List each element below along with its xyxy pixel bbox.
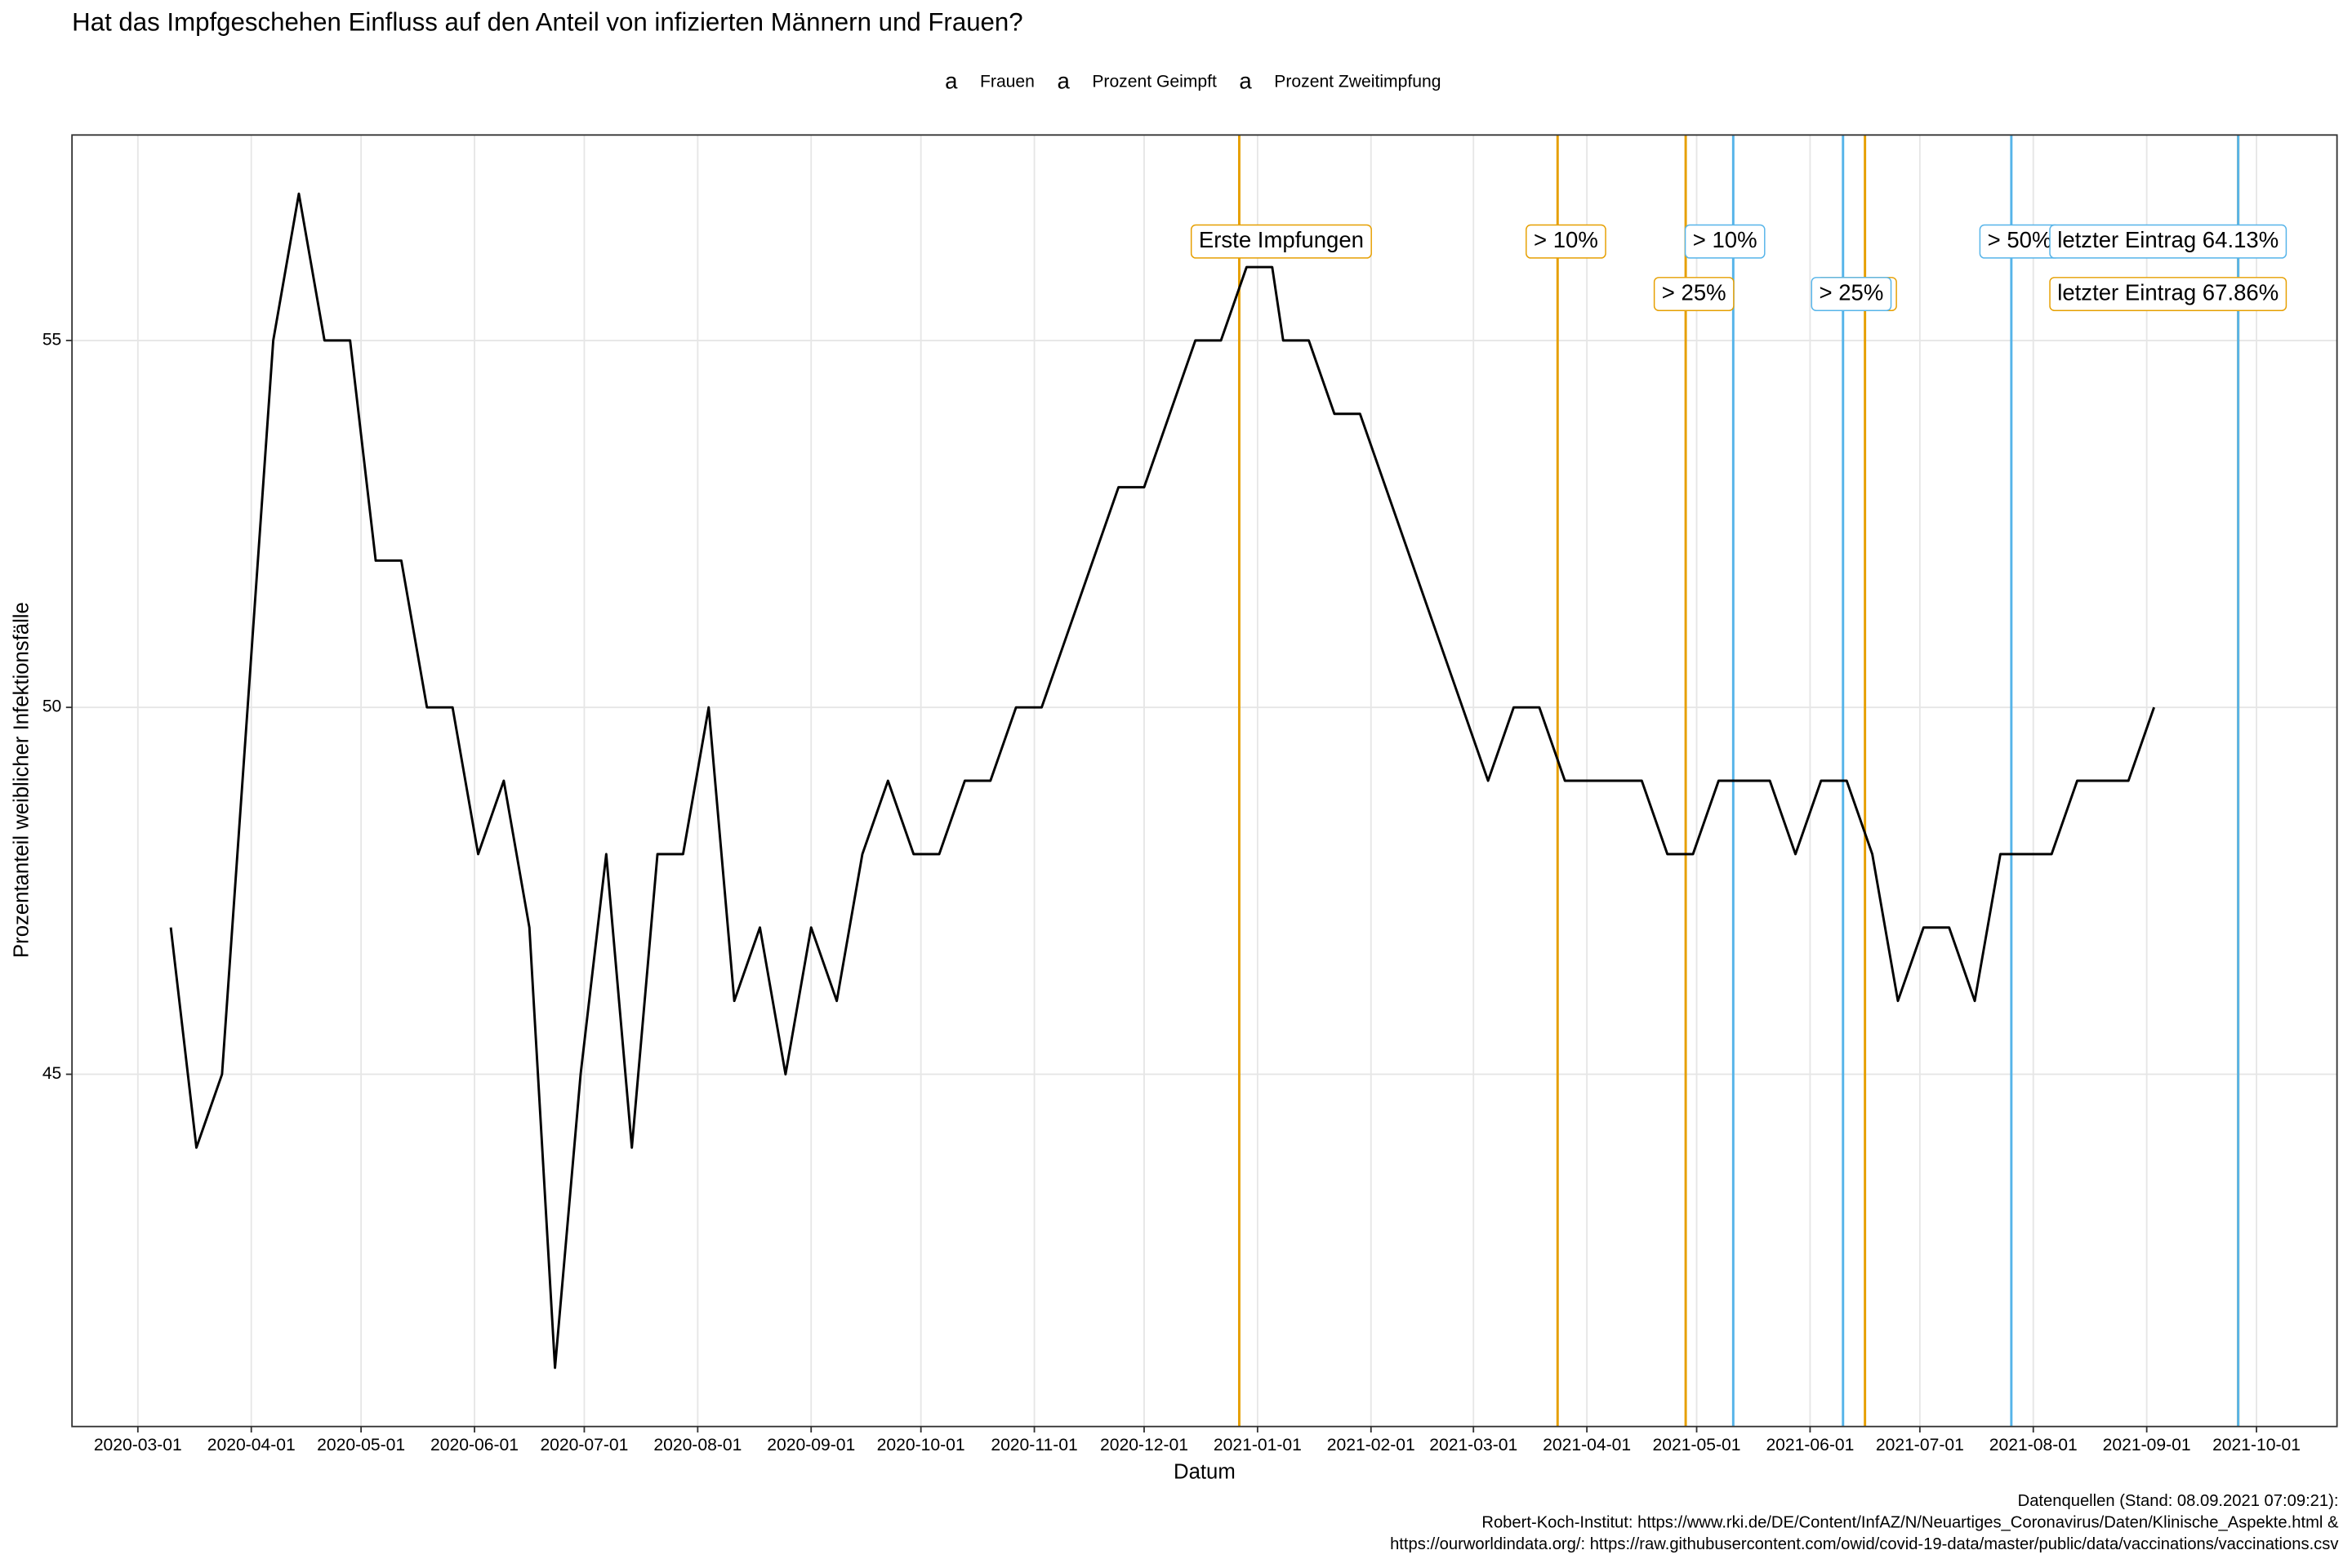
reference-label: > 10% — [1684, 224, 1766, 259]
caption: Robert-Koch-Institut: https://www.rki.de… — [1481, 1514, 2339, 1532]
legend-key: a — [1057, 68, 1070, 93]
x-tick-label: 2021-07-01 — [1876, 1436, 1964, 1454]
reference-label: > 50% — [1979, 224, 2060, 259]
label-box — [1190, 224, 1372, 259]
x-axis-title: Datum — [1174, 1460, 1236, 1483]
data-line — [169, 192, 2155, 1370]
label-text: letzter Eintrag 67.86% — [2057, 279, 2278, 305]
legend-key: a — [945, 68, 958, 93]
x-tick-label: 2020-05-01 — [317, 1436, 405, 1454]
label-text: > 10% — [1534, 227, 1598, 252]
label-text: > 25% — [1819, 279, 1883, 305]
caption: Datenquellen (Stand: 08.09.2021 07:09:21… — [2018, 1492, 2339, 1510]
y-tick-label: 55 — [42, 330, 61, 349]
chart-title: Hat das Impfgeschehen Einfluss auf den A… — [72, 8, 1022, 37]
label-text: > 10% — [1693, 227, 1757, 252]
legend-label: Frauen — [980, 73, 1035, 91]
label-text: > 50% — [1988, 227, 2052, 252]
x-tick-label: 2021-04-01 — [1543, 1436, 1631, 1454]
caption: https://ourworldindata.org/: https://raw… — [1390, 1535, 2339, 1553]
label-box — [1653, 277, 1735, 311]
x-tick-label: 2021-05-01 — [1653, 1436, 1741, 1454]
reference-label: letzter Eintrag 67.86% — [2049, 277, 2287, 311]
label-box — [1811, 277, 1892, 311]
legend-label: Prozent Zweitimpfung — [1274, 73, 1441, 91]
x-tick-label: 2021-01-01 — [1214, 1436, 1302, 1454]
x-tick-label: 2020-07-01 — [540, 1436, 628, 1454]
reference-label: > 25% — [1811, 277, 1892, 311]
label-text: > 25% — [1662, 279, 1726, 305]
reference-label: letzter Eintrag 64.13% — [2049, 224, 2287, 259]
label-text: Erste Impfungen — [1199, 227, 1364, 252]
y-tick-label: 50 — [42, 697, 61, 716]
x-tick-label: 2020-10-01 — [877, 1436, 965, 1454]
x-tick-label: 2020-06-01 — [430, 1436, 519, 1454]
x-tick-label: 2020-12-01 — [1100, 1436, 1188, 1454]
y-tick-label: 45 — [42, 1064, 61, 1083]
reference-label: > 10% — [1526, 224, 1606, 259]
x-tick-label: 2021-02-01 — [1327, 1436, 1415, 1454]
x-tick-label: 2021-09-01 — [2103, 1436, 2191, 1454]
label-box — [1526, 224, 1606, 259]
label-text: letzter Eintrag 64.13% — [2057, 227, 2278, 252]
label-box — [1684, 224, 1766, 259]
label-box — [2049, 277, 2287, 311]
y-axis-title: Prozentanteil weiblicher Infektionsfälle — [10, 602, 33, 958]
x-tick-label: 2020-11-01 — [991, 1436, 1077, 1454]
x-tick-label: 2021-06-01 — [1766, 1436, 1854, 1454]
reference-label: > 25% — [1653, 277, 1735, 311]
legend-label: Prozent Geimpft — [1092, 73, 1217, 91]
x-tick-label: 2020-09-01 — [767, 1436, 855, 1454]
x-tick-label: 2021-10-01 — [2212, 1436, 2301, 1454]
legend-key: a — [1239, 68, 1252, 93]
x-tick-label: 2020-03-01 — [94, 1436, 182, 1454]
x-tick-label: 2021-08-01 — [1989, 1436, 2078, 1454]
x-tick-label: 2021-03-01 — [1429, 1436, 1517, 1454]
panel-border — [71, 134, 2338, 1428]
x-tick-label: 2020-04-01 — [207, 1436, 296, 1454]
label-box — [2049, 224, 2287, 259]
x-tick-label: 2020-08-01 — [653, 1436, 742, 1454]
reference-label: Erste Impfungen — [1190, 224, 1372, 259]
